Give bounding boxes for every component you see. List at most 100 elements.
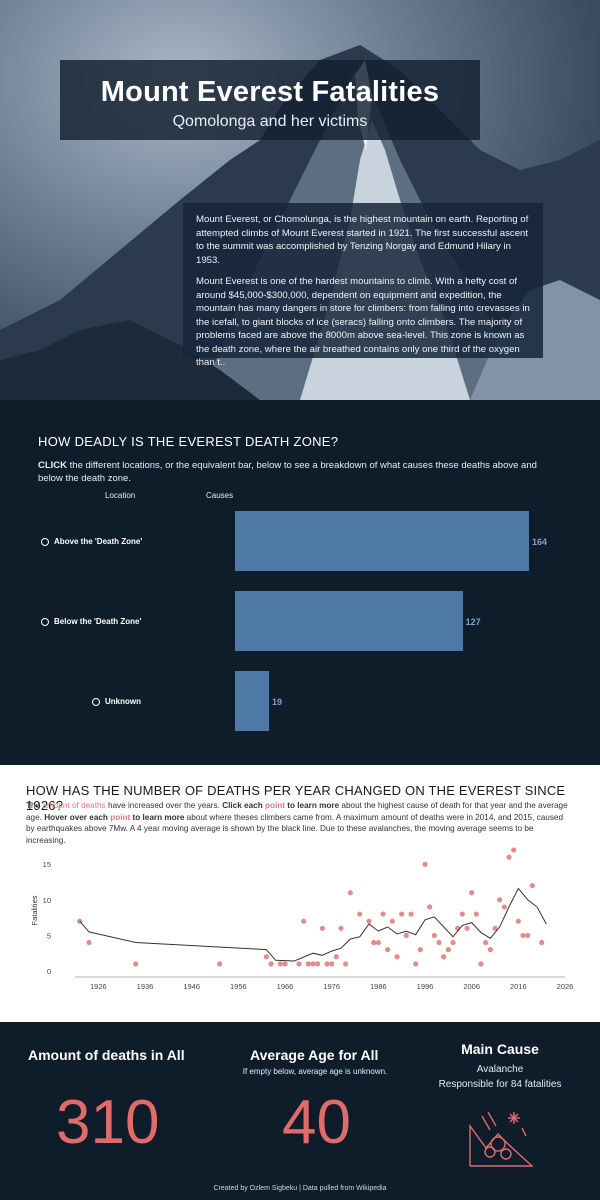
page-title: Mount Everest Fatalities xyxy=(100,76,440,108)
location-column-header: Location xyxy=(105,491,136,500)
data-point[interactable] xyxy=(389,918,395,924)
age-kpi-title: Average Age for All xyxy=(250,1047,379,1063)
data-point[interactable] xyxy=(464,925,470,931)
cause-kpi-title: Main Cause xyxy=(461,1041,539,1057)
radio-icon xyxy=(41,617,49,626)
data-point[interactable] xyxy=(347,890,353,896)
data-point[interactable] xyxy=(520,932,526,939)
intro-panel: Mount Everest, or Chomolunga, is the hig… xyxy=(183,203,543,368)
data-point[interactable] xyxy=(436,939,442,946)
data-point[interactable] xyxy=(375,939,381,946)
x-tick-label: 1946 xyxy=(183,982,200,991)
intro-paragraph-2: Mount Everest is one of the hardest moun… xyxy=(196,276,530,368)
data-point[interactable] xyxy=(329,961,335,967)
data-point[interactable] xyxy=(333,954,339,960)
location-label: Unknown xyxy=(105,697,141,706)
hero-banner: Mount Everest Fatalities Qomolonga and h… xyxy=(0,0,600,400)
data-point[interactable] xyxy=(441,954,447,960)
location-label: Below the 'Death Zone' xyxy=(54,617,142,626)
page-subtitle: Qomolonga and her victims xyxy=(172,113,368,130)
title-box: Mount Everest Fatalities Qomolonga and h… xyxy=(60,60,480,140)
deaths-per-year-description: The amount of deaths have increased over… xyxy=(26,801,568,845)
data-point[interactable] xyxy=(473,911,479,917)
data-point[interactable] xyxy=(394,954,400,960)
x-tick-label: 1996 xyxy=(417,982,434,991)
data-point[interactable] xyxy=(324,961,330,967)
data-point[interactable] xyxy=(408,911,414,917)
data-point[interactable] xyxy=(315,961,321,967)
data-point[interactable] xyxy=(385,947,391,953)
data-point[interactable] xyxy=(450,939,456,946)
cause-name: Avalanche xyxy=(476,1064,524,1075)
data-point[interactable] xyxy=(445,947,451,953)
data-point[interactable] xyxy=(422,861,428,867)
deaths-kpi-value: 310 xyxy=(56,1088,160,1157)
bar-below-death-zone[interactable] xyxy=(235,591,463,651)
radio-icon xyxy=(41,537,49,546)
x-tick-label: 1926 xyxy=(90,982,107,991)
radio-icon xyxy=(92,697,100,706)
data-point[interactable] xyxy=(501,904,507,910)
data-point[interactable] xyxy=(403,932,409,939)
location-option-above[interactable]: Above the 'Death Zone' xyxy=(41,537,142,546)
deaths-per-year-heading: HOW HAS THE NUMBER OF DEATHS PER YEAR CH… xyxy=(26,783,566,813)
data-point[interactable] xyxy=(319,925,325,931)
data-point[interactable] xyxy=(301,918,307,924)
data-point[interactable] xyxy=(277,961,283,967)
death-zone-heading: HOW DEADLY IS THE EVEREST DEATH ZONE? xyxy=(38,434,339,449)
data-point[interactable] xyxy=(539,939,545,946)
data-point[interactable] xyxy=(133,961,139,967)
data-point[interactable] xyxy=(417,947,423,953)
data-point[interactable] xyxy=(343,961,349,967)
data-point[interactable] xyxy=(497,897,503,903)
x-tick-label: 2016 xyxy=(510,982,527,991)
location-option-unknown[interactable]: Unknown xyxy=(92,697,141,706)
bar-above-death-zone[interactable] xyxy=(235,511,529,571)
data-point[interactable] xyxy=(217,961,223,967)
y-axis-label: Fatalities xyxy=(30,895,39,925)
death-zone-instructions: CLICK the different locations, or the eq… xyxy=(38,459,558,485)
data-point[interactable] xyxy=(511,847,517,853)
data-point[interactable] xyxy=(469,890,475,896)
data-point[interactable] xyxy=(506,854,512,860)
data-point[interactable] xyxy=(357,911,363,917)
data-point[interactable] xyxy=(483,939,489,946)
data-point[interactable] xyxy=(86,939,92,946)
x-tick-label: 1966 xyxy=(277,982,294,991)
data-point[interactable] xyxy=(371,939,377,946)
data-point[interactable] xyxy=(478,961,484,967)
bar-value-label: 164 xyxy=(532,537,548,547)
data-point[interactable] xyxy=(413,961,419,967)
intro-paragraph-1: Mount Everest, or Chomolunga, is the hig… xyxy=(196,214,529,266)
cause-subtext: Responsible for 84 fatalities xyxy=(438,1079,562,1090)
data-point[interactable] xyxy=(263,954,269,960)
data-point[interactable] xyxy=(529,882,535,889)
data-point[interactable] xyxy=(268,961,274,967)
data-point[interactable] xyxy=(296,961,302,967)
age-kpi-value: 40 xyxy=(282,1088,351,1157)
causes-column-header: Causes xyxy=(206,491,234,500)
data-point[interactable] xyxy=(427,904,433,910)
data-point[interactable] xyxy=(492,925,498,931)
data-point[interactable] xyxy=(459,911,465,917)
data-point[interactable] xyxy=(525,932,531,939)
data-point[interactable] xyxy=(515,918,521,924)
data-point[interactable] xyxy=(338,925,344,931)
data-point[interactable] xyxy=(487,947,493,953)
data-point[interactable] xyxy=(431,932,437,939)
data-point[interactable] xyxy=(380,911,386,917)
age-kpi-note: If empty below, average age is unknown. xyxy=(242,1067,388,1076)
bar-unknown[interactable] xyxy=(235,671,270,731)
y-tick-label: 0 xyxy=(47,967,51,976)
data-point[interactable] xyxy=(310,961,316,967)
location-option-below[interactable]: Below the 'Death Zone' xyxy=(41,617,141,626)
data-point[interactable] xyxy=(399,911,405,917)
deaths-per-year-section: HOW HAS THE NUMBER OF DEATHS PER YEAR CH… xyxy=(0,765,600,1022)
data-point[interactable] xyxy=(282,961,288,967)
data-point[interactable] xyxy=(366,918,372,924)
x-tick-label: 1936 xyxy=(137,982,154,991)
bar-value-label: 127 xyxy=(465,617,481,627)
death-zone-section: HOW DEADLY IS THE EVEREST DEATH ZONE? CL… xyxy=(0,400,600,765)
moving-average-line xyxy=(79,887,547,962)
data-point[interactable] xyxy=(305,961,311,967)
